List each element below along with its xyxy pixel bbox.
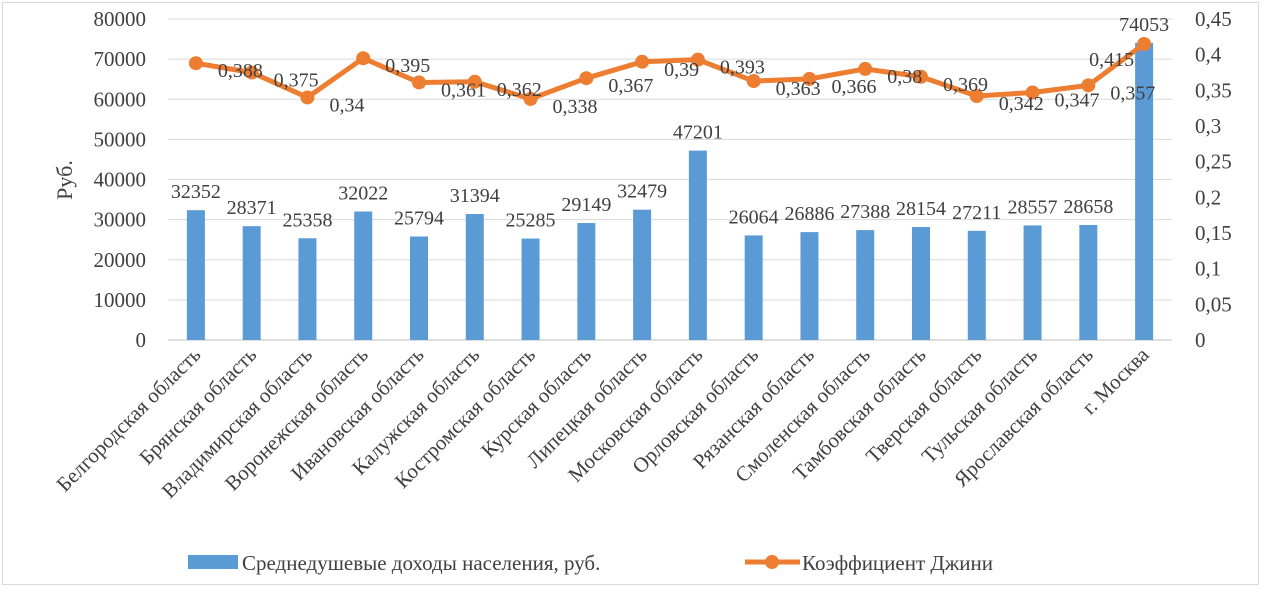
bar bbox=[410, 236, 428, 340]
bar-data-label: 26064 bbox=[729, 206, 779, 228]
y-tick-label: 50000 bbox=[94, 127, 147, 151]
bar bbox=[521, 238, 540, 340]
y-tick-label: 0 bbox=[136, 328, 147, 352]
bar-data-label: 32022 bbox=[338, 183, 388, 205]
bar bbox=[967, 230, 986, 340]
y-tick-label: 70000 bbox=[94, 47, 147, 71]
bar bbox=[298, 238, 317, 340]
bar bbox=[688, 150, 707, 340]
legend-bar-label: Среднедушевые доходы населения, руб. bbox=[242, 551, 600, 575]
bar bbox=[242, 226, 261, 340]
bar-data-label: 25285 bbox=[506, 210, 556, 232]
y-tick-label: 40000 bbox=[94, 168, 147, 192]
y-tick-label: 20000 bbox=[94, 248, 147, 272]
legend-line-marker bbox=[765, 555, 779, 569]
y2-tick-label: 0,05 bbox=[1195, 292, 1232, 316]
bar bbox=[1135, 42, 1154, 341]
gini-data-label: 0,375 bbox=[274, 70, 319, 92]
gini-line bbox=[195, 41, 1146, 102]
bar-data-label: 28658 bbox=[1063, 196, 1113, 218]
y-tick-label: 10000 bbox=[94, 288, 147, 312]
bar-data-label: 31394 bbox=[450, 185, 500, 207]
gini-data-label: 0,34 bbox=[329, 94, 364, 116]
y2-tick-label: 0,2 bbox=[1195, 185, 1221, 209]
gini-point bbox=[690, 52, 705, 67]
bar bbox=[354, 211, 373, 340]
gini-point bbox=[635, 54, 650, 69]
legend-line-label: Коэффициент Джини bbox=[802, 551, 993, 575]
gini-data-label: 0,362 bbox=[497, 79, 542, 101]
gini-data-label: 0,388 bbox=[218, 60, 263, 82]
bar bbox=[633, 209, 652, 340]
y2-tick-label: 0,1 bbox=[1195, 257, 1221, 281]
bar bbox=[465, 214, 484, 340]
gini-point bbox=[802, 71, 817, 86]
bar-data-label: 32479 bbox=[617, 181, 667, 203]
bar bbox=[186, 210, 205, 340]
bar-data-label: 26886 bbox=[784, 203, 834, 225]
gini-data-label: 0,342 bbox=[999, 93, 1044, 115]
bar bbox=[856, 230, 875, 340]
gini-point bbox=[1025, 85, 1040, 100]
bar-data-label: 25358 bbox=[282, 209, 332, 231]
bar-data-label: 29149 bbox=[561, 194, 611, 216]
y2-tick-label: 0,4 bbox=[1195, 43, 1222, 67]
gini-point bbox=[858, 61, 873, 76]
gini-data-label: 0,393 bbox=[720, 57, 765, 79]
y2-tick-label: 0,15 bbox=[1195, 221, 1232, 245]
gini-data-label: 0,415 bbox=[1089, 49, 1134, 71]
gini-data-label: 0,369 bbox=[943, 74, 988, 96]
bar-data-label: 27211 bbox=[952, 202, 1001, 224]
gini-data-label: 0,363 bbox=[776, 78, 821, 100]
gini-point bbox=[914, 69, 928, 84]
bar bbox=[1023, 225, 1042, 340]
bar bbox=[1079, 225, 1098, 340]
gini-point bbox=[188, 56, 203, 71]
bar-data-label: 47201 bbox=[673, 122, 723, 144]
bar bbox=[577, 223, 596, 340]
gini-point bbox=[300, 90, 315, 105]
gini-point bbox=[244, 65, 259, 80]
gini-data-label: 0,366 bbox=[831, 76, 876, 98]
gini-point bbox=[1081, 78, 1096, 93]
bar-data-label: 27388 bbox=[840, 201, 890, 223]
y2-tick-label: 0,35 bbox=[1195, 78, 1232, 102]
gini-data-label: 0,357 bbox=[1110, 82, 1155, 104]
gini-data-label: 0,39 bbox=[664, 59, 699, 81]
y2-tick-label: 0,3 bbox=[1195, 114, 1221, 138]
gini-point bbox=[579, 71, 594, 86]
gini-point bbox=[969, 89, 984, 104]
gini-data-label: 0,38 bbox=[887, 66, 922, 88]
bar bbox=[912, 227, 930, 340]
gini-point bbox=[523, 91, 538, 106]
gini-data-label: 0,361 bbox=[441, 79, 486, 101]
y2-tick-label: 0,45 bbox=[1195, 7, 1232, 31]
gini-point bbox=[356, 51, 371, 66]
y-tick-label: 30000 bbox=[94, 208, 147, 232]
gini-point bbox=[1137, 36, 1152, 51]
gini-point bbox=[467, 74, 482, 89]
gini-point bbox=[412, 75, 426, 90]
gini-point bbox=[746, 74, 761, 89]
gini-data-label: 0,395 bbox=[385, 55, 430, 77]
bar-data-label: 28154 bbox=[896, 198, 946, 220]
y-tick-label: 60000 bbox=[94, 87, 147, 111]
bar-data-label: 28371 bbox=[227, 197, 277, 219]
bar-data-label: 28557 bbox=[1008, 196, 1058, 218]
gini-data-label: 0,367 bbox=[608, 75, 653, 97]
y-axis-title: Руб. bbox=[52, 160, 77, 200]
gini-data-label: 0,347 bbox=[1055, 89, 1100, 111]
bar bbox=[800, 232, 819, 340]
y2-tick-label: 0,25 bbox=[1195, 150, 1232, 174]
bar bbox=[744, 235, 763, 340]
y2-tick-label: 0 bbox=[1195, 328, 1206, 352]
y-tick-label: 80000 bbox=[94, 7, 147, 31]
bar-data-label: 32352 bbox=[171, 181, 221, 203]
gini-data-label: 0,338 bbox=[553, 96, 598, 118]
legend-bar-swatch bbox=[188, 555, 238, 569]
bar-data-label: 74053 bbox=[1119, 14, 1169, 36]
bar-data-label: 25794 bbox=[394, 208, 444, 230]
